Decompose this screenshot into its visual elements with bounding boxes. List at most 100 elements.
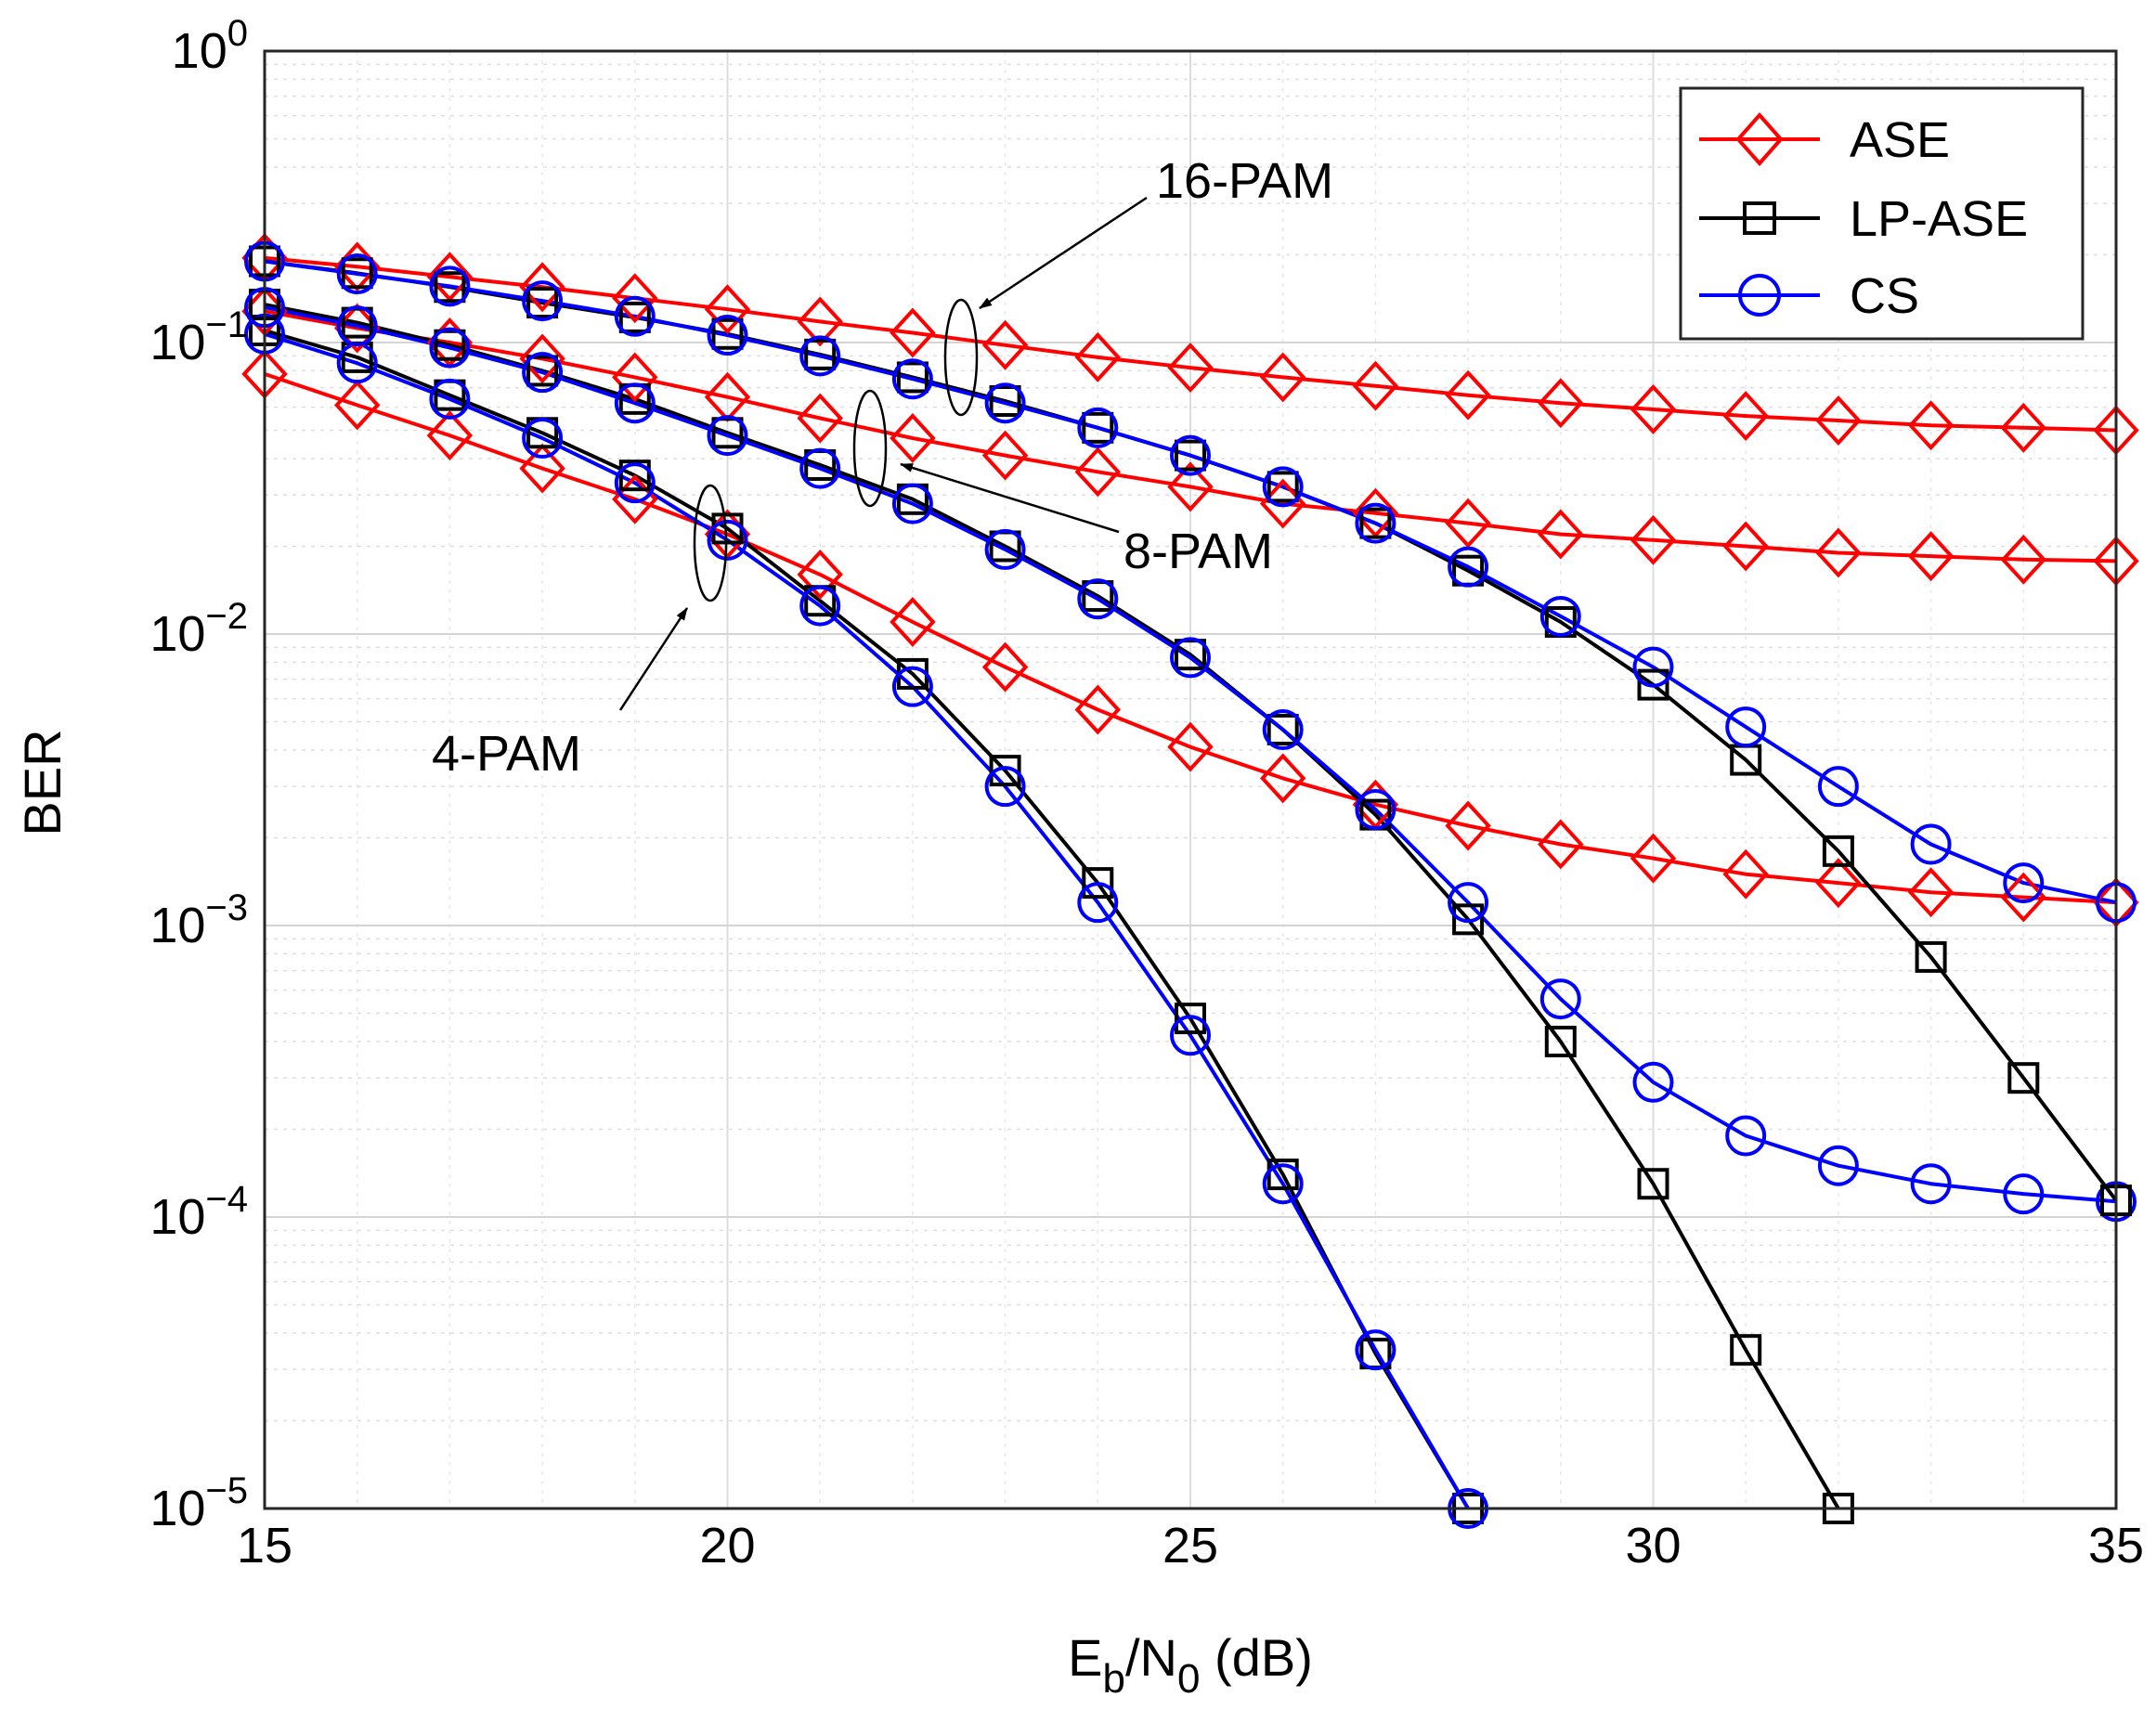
data-point-diamond xyxy=(333,380,381,431)
data-point-circle xyxy=(2003,1173,2045,1215)
data-point-diamond xyxy=(1907,531,1955,582)
data-point-circle xyxy=(1448,546,1489,588)
data-point-diamond xyxy=(1722,391,1769,442)
data-point-diamond xyxy=(519,262,565,313)
data-point-square xyxy=(1544,1025,1577,1057)
data-point-diamond xyxy=(1815,858,1862,909)
data-point-diamond xyxy=(426,410,474,461)
x-tick-label: 15 xyxy=(237,1518,292,1573)
x-tick-labels: 15 20 25 30 35 xyxy=(237,1518,2144,1573)
annotation-ellipse-8-pam xyxy=(852,389,888,508)
data-point-diamond xyxy=(1538,819,1584,870)
data-point-circle xyxy=(799,585,841,627)
y-tick-label: 10−2 xyxy=(149,596,248,662)
data-point-diamond xyxy=(1074,447,1122,498)
data-point-circle xyxy=(1262,1163,1304,1205)
data-point-square xyxy=(434,329,466,361)
data-point-circle xyxy=(614,382,656,424)
data-point-circle xyxy=(1262,708,1304,750)
data-point-diamond xyxy=(981,319,1029,370)
x-tick-label: 25 xyxy=(1162,1518,1218,1573)
data-point-circle xyxy=(1355,1329,1396,1371)
data-point-circle xyxy=(799,335,841,377)
data-point-square xyxy=(1730,1334,1762,1366)
series-line xyxy=(264,303,1840,1510)
data-point-square xyxy=(1266,471,1299,503)
data-point-diamond xyxy=(890,307,936,358)
x-tick-label: 20 xyxy=(699,1518,755,1573)
series-line xyxy=(264,259,2117,905)
data-point-circle xyxy=(522,417,564,459)
legend-label-lp-ase: LP-ASE xyxy=(1850,191,2028,247)
y-tick-label: 10−4 xyxy=(149,1179,248,1245)
legend-label-cs: CS xyxy=(1850,268,1919,324)
data-point-square xyxy=(804,338,837,370)
data-point-diamond xyxy=(1538,509,1584,560)
series-line xyxy=(264,309,2117,563)
data-point-circle xyxy=(614,462,656,504)
x-tick-label: 35 xyxy=(2088,1518,2144,1573)
annotation-label-16-pam: 16-PAM xyxy=(1156,153,1333,209)
data-point-diamond xyxy=(612,473,658,524)
data-point-circle xyxy=(336,253,378,295)
legend-label-ase: ASE xyxy=(1850,112,1950,168)
data-point-square xyxy=(526,355,559,387)
data-point-diamond xyxy=(797,393,843,444)
data-point-diamond xyxy=(981,641,1029,693)
data-point-diamond xyxy=(1167,343,1214,394)
annotation-label-8-pam: 8-PAM xyxy=(1123,524,1273,579)
data-point-diamond xyxy=(519,443,565,494)
data-point-diamond xyxy=(612,352,658,403)
legend-diamond-icon xyxy=(1735,111,1784,167)
data-point-circle xyxy=(614,295,656,337)
annotation-8-pam: 8-PAM xyxy=(852,389,1273,579)
data-point-circle xyxy=(1355,789,1396,831)
data-point-circle xyxy=(1355,502,1396,544)
data-point-square xyxy=(1822,835,1854,867)
data-point-circle xyxy=(1817,1145,1859,1186)
data-point-square xyxy=(711,417,744,449)
data-point-circle xyxy=(1910,1163,1952,1205)
data-point-circle xyxy=(984,528,1026,570)
data-point-circle xyxy=(1262,466,1304,508)
y-axis-title: BER xyxy=(13,729,71,835)
data-point-square xyxy=(1637,668,1669,701)
data-point-circle xyxy=(429,378,471,420)
legend-circle-icon xyxy=(1738,274,1781,317)
legend-square-icon xyxy=(1743,201,1776,235)
data-point-diamond xyxy=(1259,352,1306,403)
legend-entry-lp-ase: LP-ASE xyxy=(1699,191,2028,247)
data-point-circle xyxy=(707,415,748,457)
y-tick-label: 10−3 xyxy=(149,887,248,953)
data-point-circle xyxy=(891,358,933,400)
y-tick-label: 10−5 xyxy=(149,1470,248,1536)
data-point-square xyxy=(434,271,466,304)
x-axis-title: Eb/N0 (dB) xyxy=(1068,1628,1313,1702)
data-point-diamond xyxy=(1445,369,1491,421)
data-point-circle xyxy=(1632,1061,1674,1103)
plot-markers xyxy=(241,232,2139,1529)
data-point-square xyxy=(1082,867,1114,900)
annotation-label-4-pam: 4-PAM xyxy=(432,726,581,782)
annotation-ellipse-16-pam xyxy=(943,298,979,417)
data-point-square xyxy=(896,361,929,394)
data-point-diamond xyxy=(1630,833,1677,884)
x-axis-title-unit: (dB) xyxy=(1200,1628,1312,1687)
series-line xyxy=(264,305,2117,1204)
data-point-square xyxy=(989,755,1021,787)
data-point-diamond xyxy=(1167,461,1214,512)
data-point-square xyxy=(1359,507,1392,539)
data-point-square xyxy=(618,460,651,492)
y-tick-labels: 100 10−1 10−2 10−3 10−4 10−5 xyxy=(149,13,248,1536)
legend-entry-ase: ASE xyxy=(1699,111,1950,168)
data-point-diamond xyxy=(1630,383,1677,434)
data-point-diamond xyxy=(1722,521,1769,572)
data-point-diamond xyxy=(890,597,936,647)
data-point-diamond xyxy=(2000,402,2047,453)
x-axis-title-e: E xyxy=(1068,1628,1102,1687)
data-point-diamond xyxy=(1167,721,1214,772)
x-axis-title-n: /N xyxy=(1125,1628,1177,1687)
data-point-square xyxy=(1266,713,1299,745)
data-point-square xyxy=(1175,1003,1206,1035)
data-point-circle xyxy=(1910,823,1952,865)
